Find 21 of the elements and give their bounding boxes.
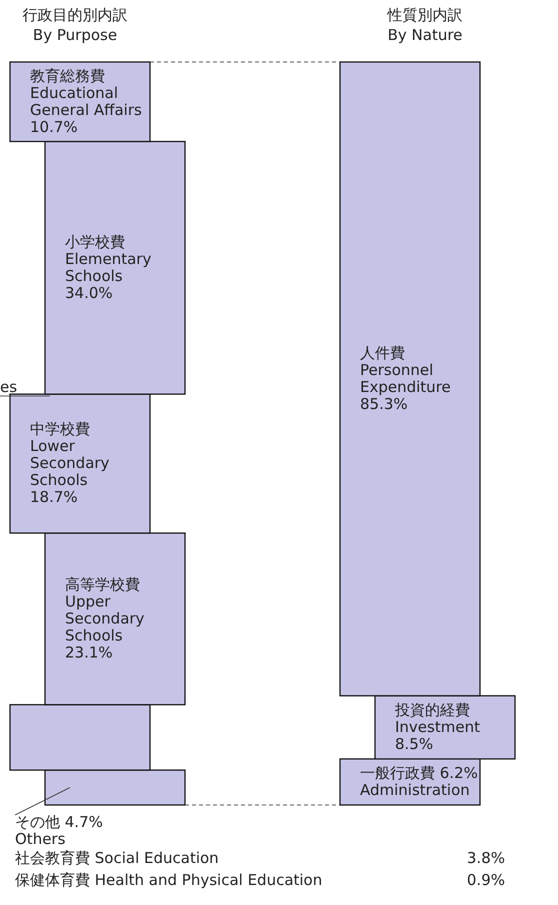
- data-label: 18.7%: [30, 488, 78, 506]
- series-label: その他 4.7% Others: [15, 813, 103, 848]
- series-label: 教育総務費 Educational General Affairs: [30, 66, 142, 119]
- data-label: 23.1%: [65, 643, 113, 662]
- data-label: 85.3%: [360, 394, 408, 413]
- series-label: 人件費 Personnel Expenditure: [360, 344, 451, 396]
- text: 社会教育費 Social Education: [15, 849, 219, 867]
- text: 0.9%: [466, 871, 505, 889]
- data-label: 34.0%: [65, 284, 113, 302]
- series-label: 投資的経費 Investment: [394, 700, 480, 736]
- text: es: [0, 378, 18, 396]
- text: 保健体育費 Health and Physical Education: [15, 871, 322, 889]
- series-label: 小学校費 Elementary Schools: [65, 232, 152, 285]
- series-label: 高等学校費 Upper Secondary Schools: [65, 575, 145, 644]
- text: 3.8%: [466, 849, 505, 867]
- data-label: 8.5%: [395, 734, 434, 753]
- series-label: 一般行政費 6.2% Administration: [360, 764, 478, 799]
- chart-title: 行政目的別内訳 By Purpose: [22, 6, 128, 44]
- chart-title: 性質別内訳 By Nature: [386, 6, 462, 44]
- data-label: 10.7%: [30, 118, 78, 136]
- series-label: 中学校費 Lower Secondary Schools: [30, 420, 110, 490]
